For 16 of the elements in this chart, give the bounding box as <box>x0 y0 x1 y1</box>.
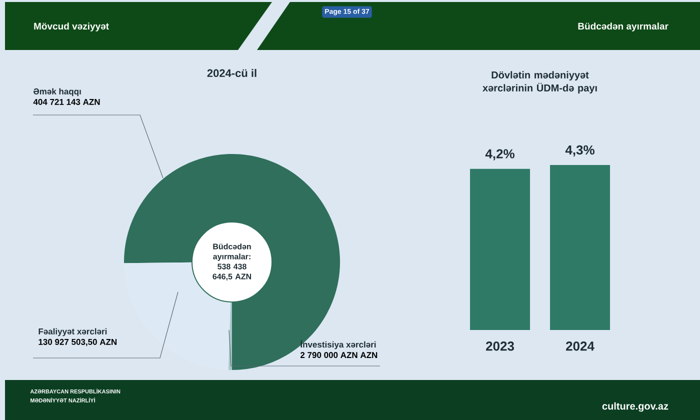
x-tick-label: 2023 <box>486 342 514 351</box>
slice-label: Əmək haqqı <box>34 88 81 96</box>
data-label: 4,3% <box>565 145 594 156</box>
data-label: 4,2% <box>485 149 514 160</box>
text: Mövcud vəziyyət <box>34 22 109 32</box>
data-label: 404 721 143 AZN <box>33 98 100 105</box>
data-label: 2 790 000 AZN AZN <box>300 352 378 358</box>
data-label: 130 927 503,50 AZN <box>38 338 117 346</box>
text: culture.gov.az <box>602 402 668 412</box>
x-tick-label: 2024 <box>566 342 594 351</box>
text: Büdcədən ayırmalar: 538 438 646,5 AZN <box>212 243 252 281</box>
slice-label: Fəaliyyət xərcləri <box>38 328 107 336</box>
chart-title: 2024-cü il <box>207 68 256 78</box>
chart-title: Dövlətin mədəniyyət xərclərinin ÜDM-də payı <box>482 71 597 94</box>
slice-label: İnvestisiya xərcləri <box>300 340 376 350</box>
text: Büdcədən ayırmalar <box>578 22 668 32</box>
